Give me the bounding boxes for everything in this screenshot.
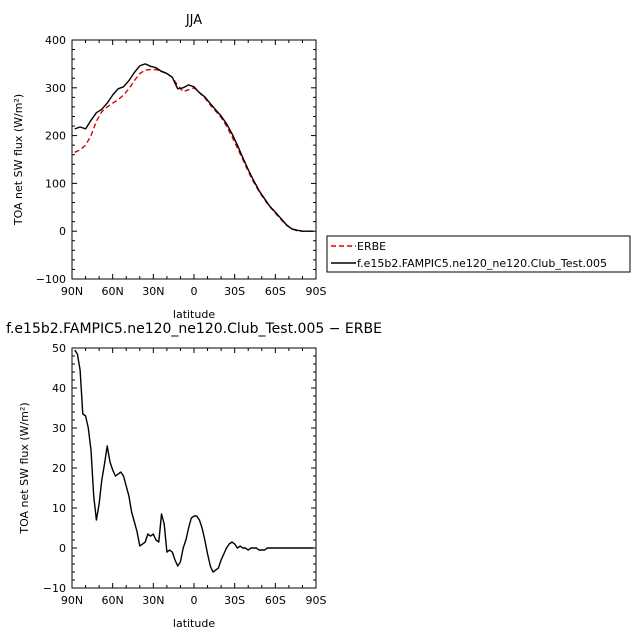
x-tick-label: 90S: [306, 594, 327, 607]
series-line-0: [74, 68, 314, 232]
chart-title: f.e15b2.FAMPIC5.ne120_ne120.Club_Test.00…: [6, 321, 382, 337]
x-tick-label: 30S: [224, 594, 245, 607]
x-axis-label: latitude: [173, 308, 215, 321]
y-tick-label: 20: [52, 462, 66, 475]
y-axis-label: TOA net SW flux (W/m²): [18, 402, 31, 534]
y-tick-label: −10: [43, 582, 66, 595]
y-tick-label: −100: [36, 273, 66, 286]
x-tick-label: 30S: [224, 285, 245, 298]
difference-chart: 90N 60N 30N 0 30S 60S 90S −10 0 10 20 30 40 50 f.e15b2…: [6, 321, 382, 630]
plot-frame: [71, 39, 317, 280]
x-tick-label: 0: [191, 594, 198, 607]
y-tick-label: 100: [45, 177, 66, 190]
series-line-1: [74, 63, 314, 232]
y-tick-label: 0: [59, 225, 66, 238]
x-tick-label: 60N: [102, 594, 124, 607]
y-tick-label: 200: [45, 130, 66, 143]
legend-label-0: ERBE: [357, 240, 386, 253]
x-tick-label: 0: [191, 285, 198, 298]
y-tick-label: 400: [45, 34, 66, 47]
x-tick-label: 60S: [265, 285, 286, 298]
y-tick-label: 50: [52, 342, 66, 355]
legend-box: [326, 235, 631, 273]
chart-title: JJA: [185, 13, 202, 28]
y-tick-label: 300: [45, 82, 66, 95]
y-tick-label: 0: [59, 542, 66, 555]
series-line-0: [74, 349, 314, 573]
plot-frame: [71, 347, 317, 589]
x-tick-label: 60N: [102, 285, 124, 298]
y-tick-label: 10: [52, 502, 66, 515]
x-tick-label: 90N: [61, 285, 83, 298]
x-tick-label: 90S: [306, 285, 327, 298]
x-tick-label: 90N: [61, 594, 83, 607]
top-chart-legend: ERBE f.e15b2.FAMPIC5.ne120_ne120.Club_Tes…: [326, 235, 631, 273]
top-chart: 90N 60N 30N 0 30S 60S 90S −100 0 100 200 300 400 JJA l…: [12, 13, 327, 321]
x-tick-label: 30N: [142, 285, 164, 298]
x-tick-label: 60S: [265, 594, 286, 607]
legend-label-1: f.e15b2.FAMPIC5.ne120_ne120.Club_Test.00…: [357, 257, 607, 270]
x-tick-label: 30N: [142, 594, 164, 607]
x-axis-label: latitude: [173, 617, 215, 630]
y-axis-label: TOA net SW flux (W/m²): [12, 94, 25, 226]
y-tick-label: 40: [52, 382, 66, 395]
y-tick-label: 30: [52, 422, 66, 435]
